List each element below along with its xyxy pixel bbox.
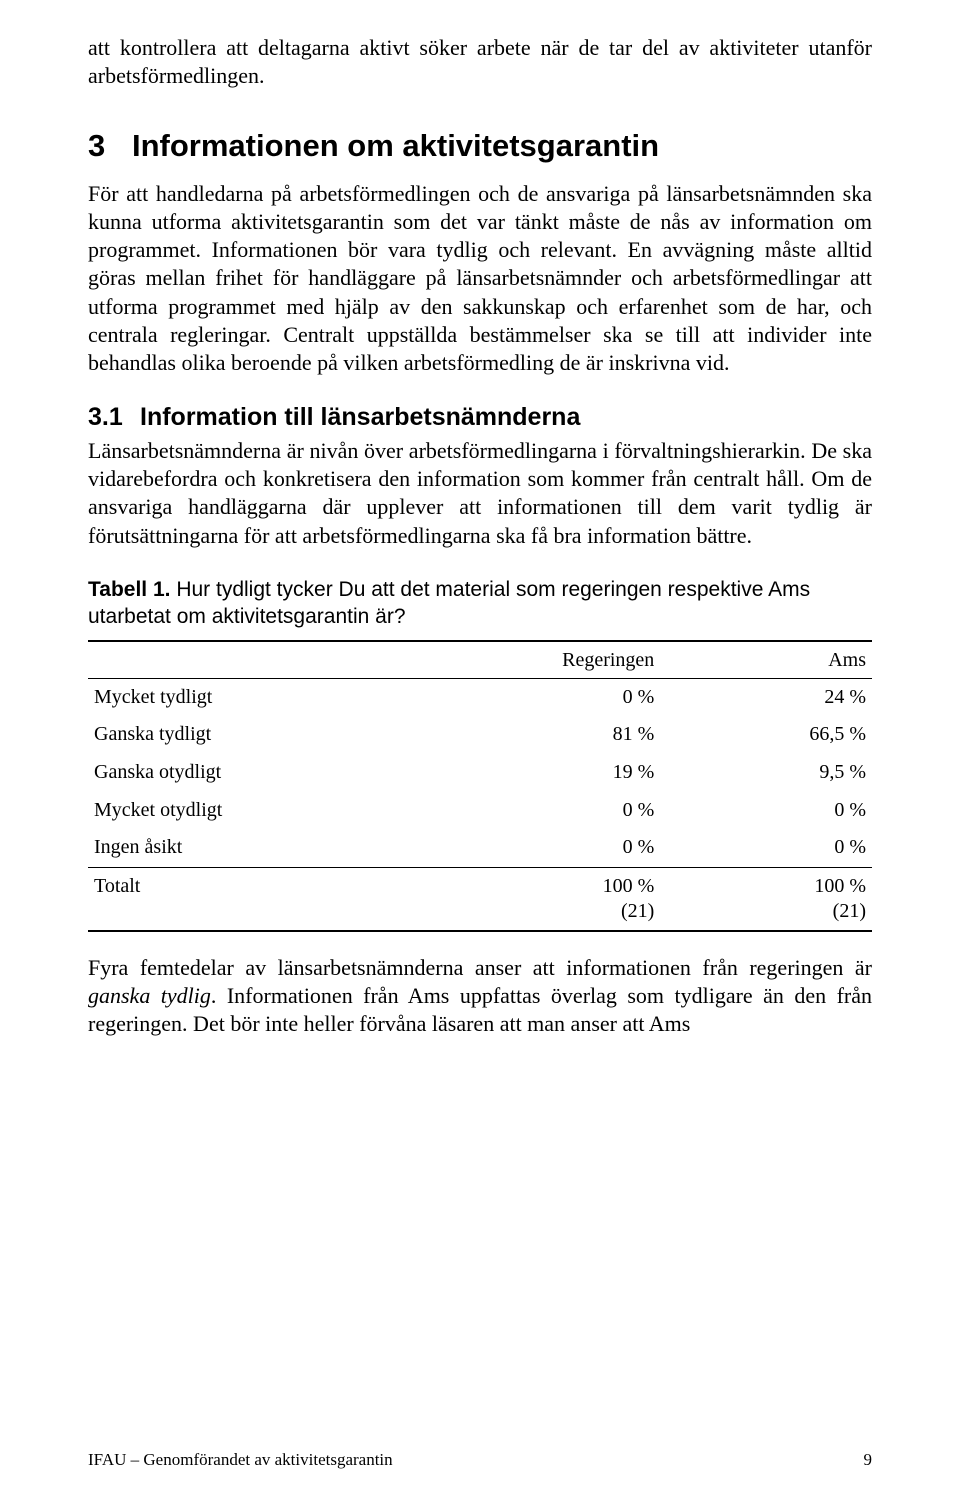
- table-total-ams-n: (21): [666, 899, 866, 924]
- footer-left: IFAU – Genomförandet av aktivitetsgarant…: [88, 1449, 393, 1471]
- section-3-number: 3: [88, 126, 132, 166]
- table-cell-ams: 24 %: [660, 678, 872, 716]
- table-cell-ams: 0 %: [660, 792, 872, 830]
- table-header-row: Regeringen Ams: [88, 641, 872, 678]
- table-cell-regeringen: 19 %: [449, 754, 661, 792]
- table-cell-label: Mycket tydligt: [88, 678, 449, 716]
- table-row: Mycket otydligt 0 % 0 %: [88, 792, 872, 830]
- table-cell-label: Ingen åsikt: [88, 829, 449, 867]
- table-cell-regeringen: 0 %: [449, 829, 661, 867]
- section-3-1-heading: 3.1Information till länsarbetsnämnderna: [88, 401, 872, 433]
- intro-paragraph: att kontrollera att deltagarna aktivt sö…: [88, 34, 872, 90]
- table-cell-label: Ganska tydligt: [88, 716, 449, 754]
- table-1-caption: Tabell 1. Hur tydligt tycker Du att det …: [88, 576, 872, 631]
- table-total-ams-pct: 100 %: [666, 874, 866, 899]
- table-total-regeringen-n: (21): [455, 899, 655, 924]
- table-cell-regeringen: 81 %: [449, 716, 661, 754]
- table-row: Ganska tydligt 81 % 66,5 %: [88, 716, 872, 754]
- section-3-1-title: Information till länsarbetsnämnderna: [140, 403, 580, 431]
- footer-page-number: 9: [864, 1449, 873, 1471]
- section-3-heading: 3Informationen om aktivitetsgarantin: [88, 126, 872, 166]
- closing-before-italic: Fyra femtedelar av länsarbetsnämnderna a…: [88, 955, 872, 980]
- table-1-caption-text: Hur tydligt tycker Du att det material s…: [88, 578, 810, 628]
- page-footer: IFAU – Genomförandet av aktivitetsgarant…: [88, 1449, 872, 1471]
- table-total-row: Totalt 100 % (21) 100 % (21): [88, 867, 872, 931]
- section-3-1-body: Länsarbetsnämnderna är nivån över arbets…: [88, 437, 872, 550]
- table-total-label: Totalt: [88, 867, 449, 931]
- table-total-regeringen: 100 % (21): [449, 867, 661, 931]
- table-total-regeringen-pct: 100 %: [455, 874, 655, 899]
- table-cell-regeringen: 0 %: [449, 792, 661, 830]
- table-row: Ganska otydligt 19 % 9,5 %: [88, 754, 872, 792]
- table-1-caption-label: Tabell 1.: [88, 578, 170, 601]
- table-1: Regeringen Ams Mycket tydligt 0 % 24 % G…: [88, 640, 872, 932]
- table-cell-label: Mycket otydligt: [88, 792, 449, 830]
- section-3-body: För att handledarna på arbetsförmedlinge…: [88, 180, 872, 377]
- section-3-1-number: 3.1: [88, 401, 140, 433]
- table-cell-ams: 9,5 %: [660, 754, 872, 792]
- table-cell-regeringen: 0 %: [449, 678, 661, 716]
- table-cell-ams: 0 %: [660, 829, 872, 867]
- section-3-title: Informationen om aktivitetsgarantin: [132, 128, 659, 163]
- table-total-ams: 100 % (21): [660, 867, 872, 931]
- table-header-blank: [88, 641, 449, 678]
- table-row: Mycket tydligt 0 % 24 %: [88, 678, 872, 716]
- closing-paragraph: Fyra femtedelar av länsarbetsnämnderna a…: [88, 954, 872, 1038]
- table-cell-ams: 66,5 %: [660, 716, 872, 754]
- table-header-ams: Ams: [660, 641, 872, 678]
- closing-italic: ganska tydlig: [88, 983, 211, 1008]
- table-cell-label: Ganska otydligt: [88, 754, 449, 792]
- table-row: Ingen åsikt 0 % 0 %: [88, 829, 872, 867]
- table-header-regeringen: Regeringen: [449, 641, 661, 678]
